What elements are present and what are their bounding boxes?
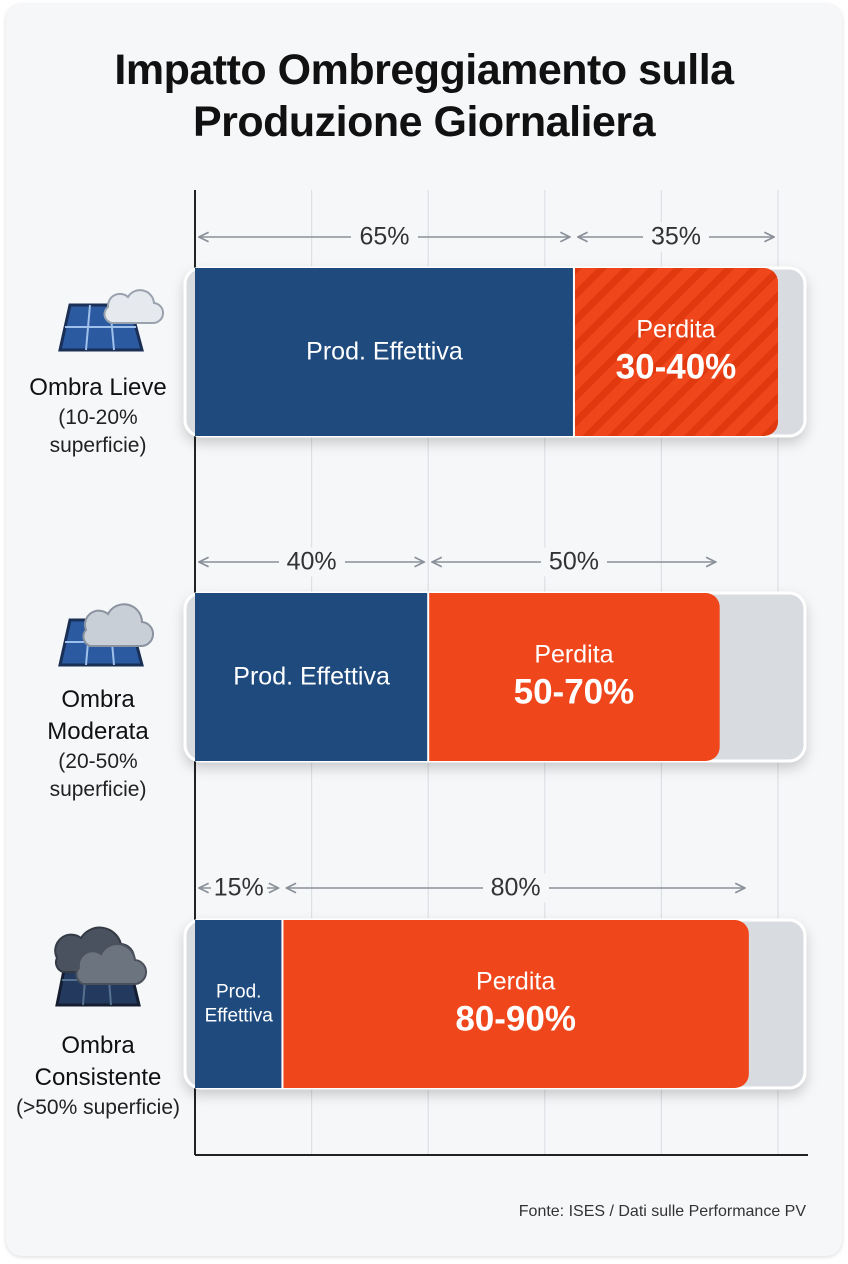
segment-name: Perdita <box>636 315 716 344</box>
category-label-group: Ombra Moderata (20-50% superficie) <box>8 684 188 804</box>
segment-range: 80-90% <box>455 999 576 1039</box>
category-note: (10-20% superficie) <box>49 406 147 457</box>
category-note: (>50% superficie) <box>16 1096 180 1119</box>
chart-title: Impatto Ombreggiamento sulla Produzione … <box>114 46 734 146</box>
segment-name: Prod. Effettiva <box>306 337 463 366</box>
bar-segment-edge <box>195 593 215 761</box>
bar-segment-edge <box>195 268 215 436</box>
bar-segment-edge <box>282 920 303 1088</box>
panel-icon <box>58 289 164 352</box>
bar-segment-edge <box>428 593 449 761</box>
category-label-group: Ombra Consistente (>50% superficie) <box>8 1030 188 1122</box>
category-label: Ombra Consistente <box>34 1032 162 1091</box>
segment-name: Prod. Effettiva <box>204 981 273 1026</box>
category-label: Ombra Lieve <box>29 374 167 401</box>
bar-segment-edge <box>573 268 594 436</box>
value-label: 80% <box>482 873 549 903</box>
value-label: 40% <box>278 547 345 577</box>
value-label: 50% <box>540 547 607 577</box>
panel-icon <box>54 926 147 1007</box>
category-note: (20-50% superficie) <box>49 750 147 801</box>
bar-segment <box>282 920 749 1088</box>
segment-label-group: Perdita 80-90% <box>286 967 744 1042</box>
panel-icon <box>58 603 154 667</box>
value-label: 65% <box>351 222 418 252</box>
segment-label-group: Prod. Effettiva <box>199 980 278 1028</box>
segment-name: Perdita <box>534 640 614 669</box>
segment-label-group: Prod. Effettiva <box>199 336 570 367</box>
segment-name: Perdita <box>476 967 556 996</box>
value-label: 35% <box>642 222 709 252</box>
segment-name: Prod. Effettiva <box>233 662 390 691</box>
bar-segment-edge <box>195 920 215 1088</box>
segment-range: 30-40% <box>615 347 737 387</box>
segment-label-group: Prod. Effettiva <box>199 661 424 692</box>
segment-range: 50-70% <box>513 672 635 712</box>
segment-label-group: Perdita 50-70% <box>432 640 716 715</box>
source: Fonte: ISES / Dati sulle Performance PV <box>518 1203 806 1220</box>
icons <box>54 289 164 1007</box>
bar-segment <box>428 593 720 761</box>
bar-segment <box>195 268 574 436</box>
value-label: 15% <box>210 873 267 903</box>
bar-segment <box>573 268 778 436</box>
bar-segment <box>195 593 429 761</box>
category-label: Ombra Moderata <box>47 686 149 745</box>
category-label-group: Ombra Lieve (10-20% superficie) <box>8 372 188 460</box>
segment-label-group: Perdita 30-40% <box>578 315 774 390</box>
